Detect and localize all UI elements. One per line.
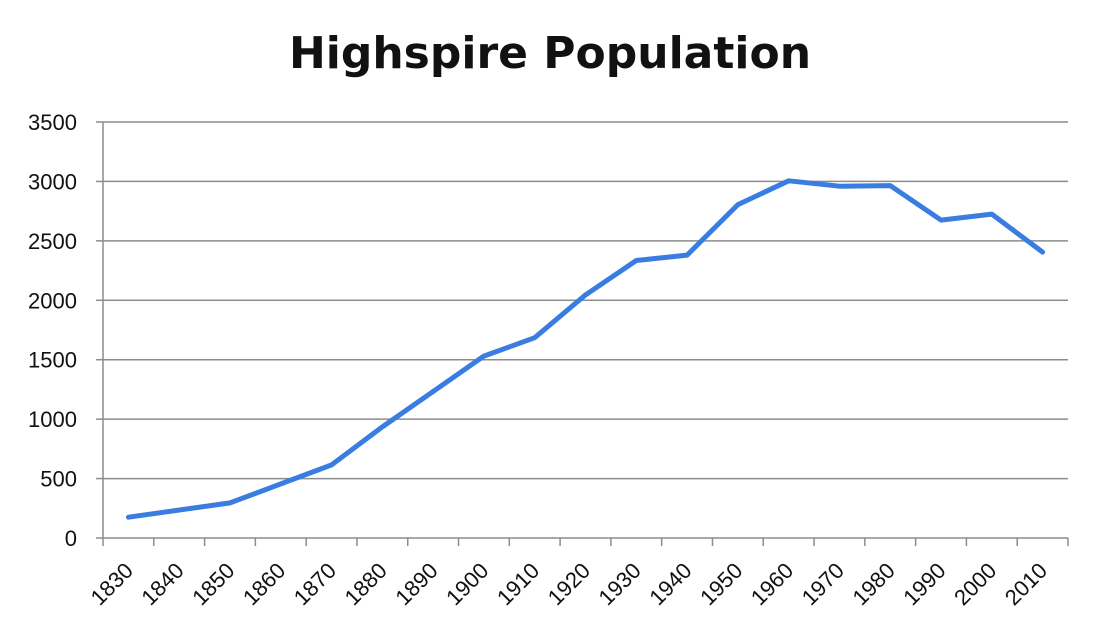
y-tick-label: 2500 bbox=[28, 229, 77, 254]
x-tick-label: 1900 bbox=[441, 558, 493, 610]
x-tick-label: 2000 bbox=[949, 558, 1001, 610]
x-tick-label: 1910 bbox=[492, 558, 544, 610]
x-tick-label: 1940 bbox=[644, 558, 696, 610]
chart-title: Highspire Population bbox=[289, 28, 811, 79]
y-tick-label: 2000 bbox=[28, 288, 77, 313]
y-tick-label: 500 bbox=[40, 467, 77, 492]
y-tick-label: 0 bbox=[65, 526, 77, 551]
y-tick-label: 3500 bbox=[28, 110, 77, 135]
y-axis-tick-labels: 0 500 1000 1500 2000 2500 3000 3500 bbox=[28, 110, 77, 551]
x-tick-label: 1950 bbox=[695, 558, 747, 610]
x-tick-label: 1860 bbox=[238, 558, 290, 610]
x-axis-tick-labels: 1830184018501860187018801890190019101920… bbox=[86, 558, 1053, 610]
x-tick-label: 2010 bbox=[1000, 558, 1052, 610]
x-tick-label: 1890 bbox=[390, 558, 442, 610]
x-tick-label: 1990 bbox=[898, 558, 950, 610]
x-tick-label: 1850 bbox=[187, 558, 239, 610]
y-tick-label: 1000 bbox=[28, 407, 77, 432]
x-tick-label: 1870 bbox=[289, 558, 341, 610]
gridlines bbox=[103, 121, 1068, 480]
y-tick-label: 3000 bbox=[28, 169, 77, 194]
x-tick-label: 1970 bbox=[797, 558, 849, 610]
x-tick-label: 1840 bbox=[136, 558, 188, 610]
y-tick-label: 1500 bbox=[28, 348, 77, 373]
x-tick-label: 1980 bbox=[847, 558, 899, 610]
x-tick-label: 1930 bbox=[594, 558, 646, 610]
axes bbox=[96, 121, 1069, 546]
series-line-0 bbox=[125, 178, 1046, 520]
x-tick-label: 1920 bbox=[543, 558, 595, 610]
plot-area-series bbox=[125, 178, 1046, 520]
x-tick-label: 1960 bbox=[746, 558, 798, 610]
x-tick-label: 1830 bbox=[86, 558, 138, 610]
x-tick-label: 1880 bbox=[340, 558, 392, 610]
